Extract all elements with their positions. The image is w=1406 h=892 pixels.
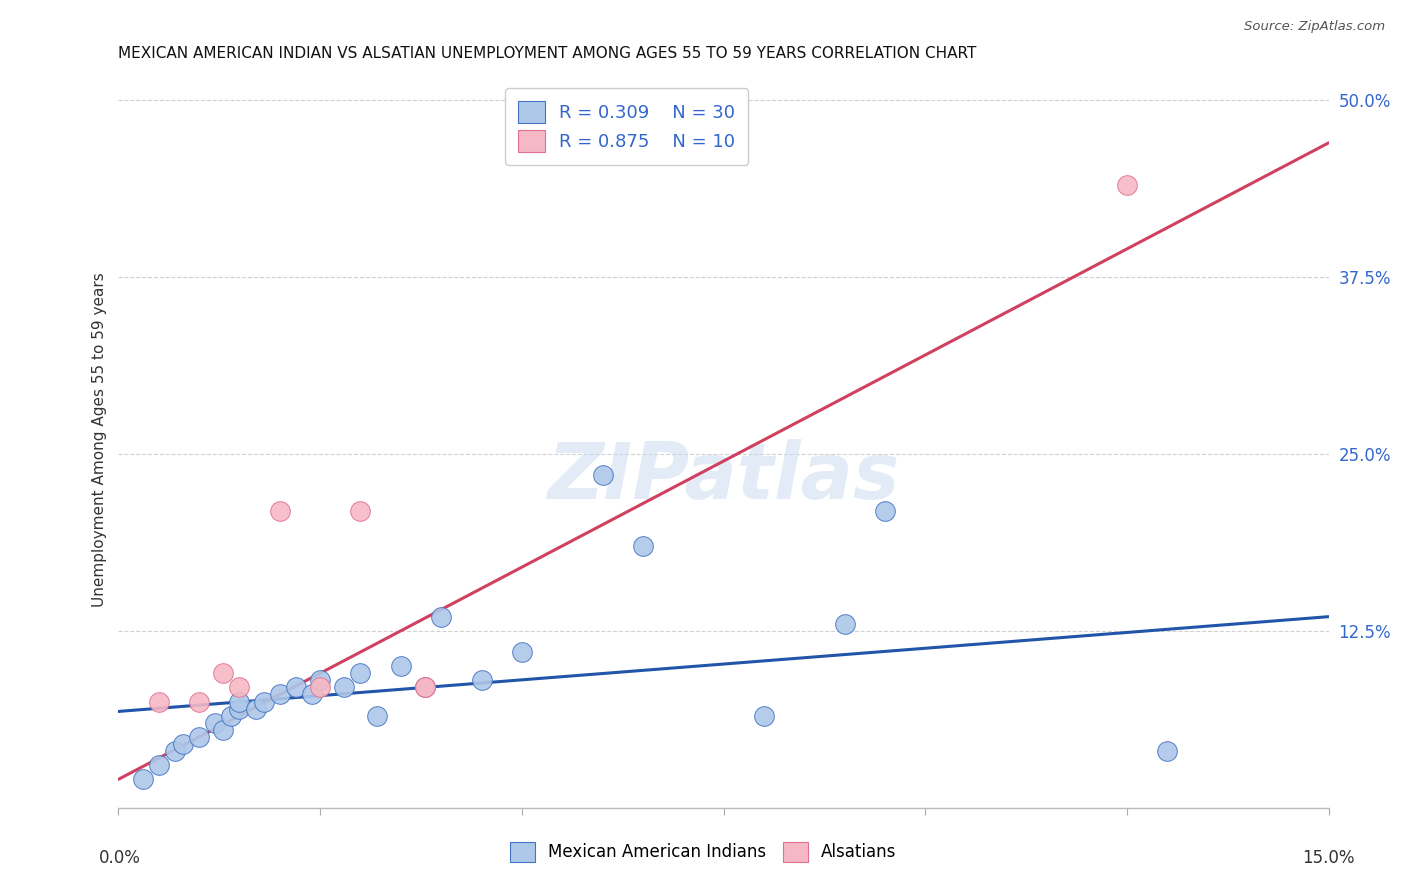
Point	[284, 681, 307, 695]
Point	[228, 681, 250, 695]
Point	[212, 666, 235, 681]
Point	[1116, 178, 1139, 193]
Point	[269, 503, 291, 517]
Point	[221, 708, 243, 723]
Point	[1156, 744, 1178, 758]
Point	[592, 468, 614, 483]
Point	[430, 609, 453, 624]
Point	[253, 694, 276, 708]
Text: 0.0%: 0.0%	[98, 849, 141, 867]
Point	[349, 666, 371, 681]
Point	[834, 616, 856, 631]
Point	[413, 681, 436, 695]
Point	[172, 737, 194, 751]
Point	[245, 701, 267, 715]
Point	[131, 772, 153, 787]
Text: MEXICAN AMERICAN INDIAN VS ALSATIAN UNEMPLOYMENT AMONG AGES 55 TO 59 YEARS CORRE: MEXICAN AMERICAN INDIAN VS ALSATIAN UNEM…	[118, 46, 977, 62]
Point	[389, 659, 412, 673]
Point	[269, 688, 291, 702]
Point	[631, 539, 654, 553]
Point	[212, 723, 235, 737]
Point	[873, 503, 896, 517]
Text: 15.0%: 15.0%	[1302, 849, 1355, 867]
Point	[228, 694, 250, 708]
Legend: R = 0.309    N = 30, R = 0.875    N = 10: R = 0.309 N = 30, R = 0.875 N = 10	[505, 88, 748, 165]
Text: ZIPatlas: ZIPatlas	[547, 439, 900, 515]
Point	[309, 673, 332, 688]
Point	[333, 681, 356, 695]
Point	[470, 673, 492, 688]
Point	[413, 681, 436, 695]
Point	[148, 758, 170, 772]
Point	[309, 681, 332, 695]
Y-axis label: Unemployment Among Ages 55 to 59 years: Unemployment Among Ages 55 to 59 years	[93, 272, 107, 607]
Legend: Mexican American Indians, Alsatians: Mexican American Indians, Alsatians	[502, 833, 904, 871]
Point	[228, 701, 250, 715]
Point	[366, 708, 388, 723]
Point	[188, 694, 211, 708]
Point	[413, 681, 436, 695]
Point	[349, 503, 371, 517]
Point	[301, 688, 323, 702]
Point	[752, 708, 775, 723]
Point	[188, 730, 211, 744]
Point	[510, 645, 533, 659]
Point	[163, 744, 186, 758]
Text: Source: ZipAtlas.com: Source: ZipAtlas.com	[1244, 20, 1385, 33]
Point	[148, 694, 170, 708]
Point	[204, 715, 226, 730]
